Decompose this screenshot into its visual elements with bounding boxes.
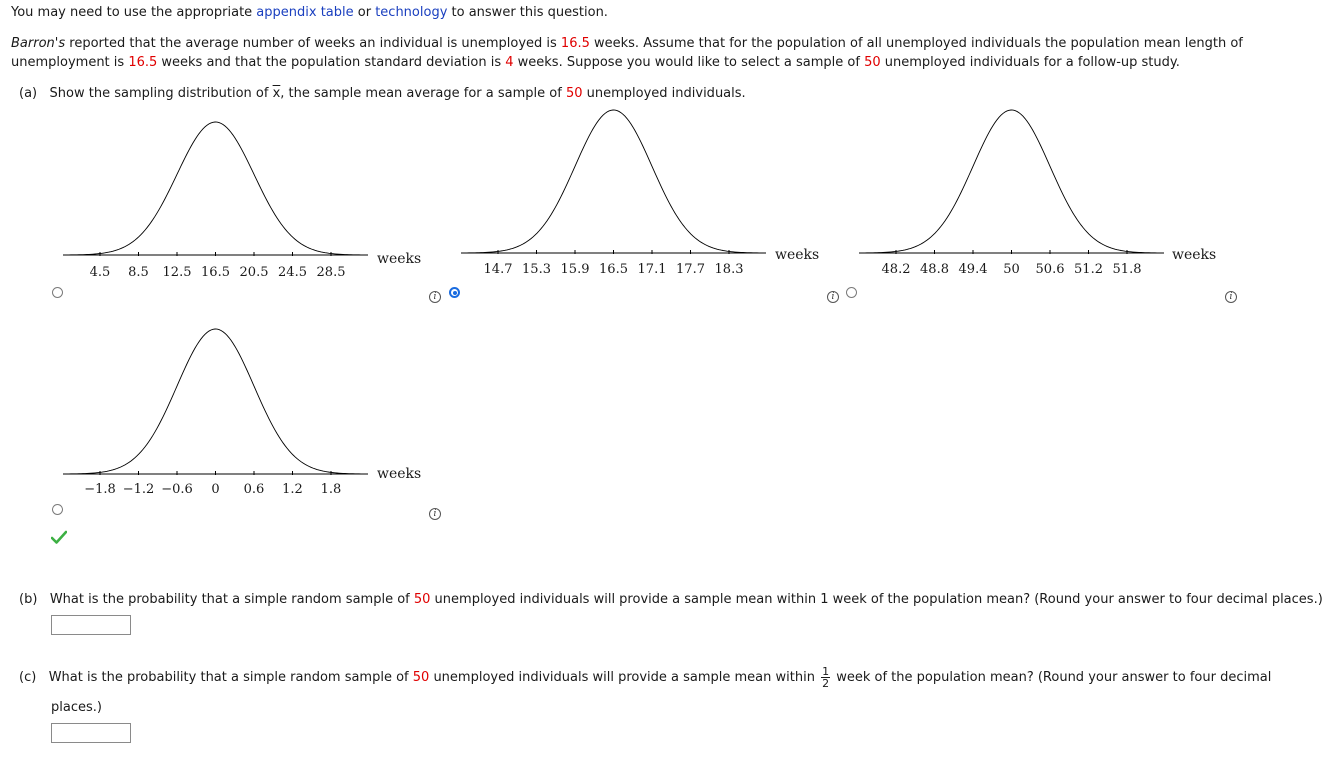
tick-label: 48.2 <box>881 262 911 277</box>
part-c-question-cont: places.) <box>51 700 102 715</box>
tick-label: −1.8 <box>84 482 116 497</box>
problem-line-2: unemployment is 16.5 weeks and that the … <box>11 55 1180 70</box>
tick-label: 15.3 <box>522 262 551 277</box>
normal-curve <box>460 109 766 254</box>
density-curve <box>858 109 1164 254</box>
tick-label: 49.4 <box>958 262 988 277</box>
unit-label: weeks <box>377 251 422 267</box>
given-n: 50 <box>864 55 881 70</box>
tick-label: 4.5 <box>89 265 111 280</box>
tick-label: 8.5 <box>128 265 149 280</box>
tick-label: 28.5 <box>316 265 346 280</box>
tick-label: 24.5 <box>278 265 307 280</box>
tick-label: 50 <box>1003 262 1020 277</box>
info-icon[interactable]: i <box>827 291 839 303</box>
appendix-table-link[interactable]: appendix table <box>256 5 354 20</box>
tick-label: 18.3 <box>714 262 744 277</box>
tick-label: 0 <box>211 482 220 497</box>
normal-curve <box>62 328 368 475</box>
info-icon[interactable]: i <box>429 508 441 520</box>
tick-label: 16.5 <box>599 262 628 277</box>
radio-option-3[interactable] <box>846 287 857 298</box>
tick-label: 1.8 <box>320 482 342 497</box>
unit-label: weeks <box>377 466 422 482</box>
unit-label: weeks <box>1172 247 1217 263</box>
radio-option-1[interactable] <box>52 287 63 298</box>
given-mean: 16.5 <box>560 36 590 51</box>
part-a-question: (a) Show the sampling distribution of x,… <box>19 86 746 101</box>
tick-label: 50.6 <box>1035 262 1065 277</box>
info-icon[interactable]: i <box>429 291 441 303</box>
tick-label: −1.2 <box>122 482 155 497</box>
tick-label: 0.6 <box>243 482 265 497</box>
tick-label: 17.1 <box>637 262 667 277</box>
info-icon[interactable]: i <box>1225 291 1237 303</box>
tick-label: 48.8 <box>920 262 949 277</box>
normal-curve <box>62 121 368 256</box>
normal-curve <box>858 109 1164 254</box>
density-curve <box>62 328 368 475</box>
part-c-question: (c) What is the probability that a simpl… <box>19 665 1272 690</box>
tick-label: 12.5 <box>162 265 192 280</box>
radio-option-2[interactable] <box>449 287 460 298</box>
problem-line-1: Barron's reported that the average numbe… <box>11 36 1243 51</box>
tick-label: 15.9 <box>560 262 590 277</box>
tick-label: 17.7 <box>676 262 705 277</box>
given-sd: 4 <box>505 55 514 70</box>
technology-link[interactable]: technology <box>375 5 448 20</box>
part-b-answer-input[interactable] <box>51 615 131 635</box>
tick-label: 1.2 <box>282 482 303 497</box>
unit-label: weeks <box>775 247 820 263</box>
radio-option-4[interactable] <box>52 504 63 515</box>
density-curve <box>460 109 766 254</box>
tick-label: 16.5 <box>201 265 230 280</box>
given-mean: 16.5 <box>128 55 158 70</box>
tick-label: 51.8 <box>1112 262 1142 277</box>
check-icon <box>51 530 67 544</box>
part-b-question: (b) What is the probability that a simpl… <box>19 592 1323 607</box>
tick-label: 20.5 <box>239 265 269 280</box>
tick-label: −0.6 <box>161 482 193 497</box>
tick-label: 14.7 <box>483 262 513 277</box>
density-curve <box>62 121 368 256</box>
tick-label: 51.2 <box>1074 262 1103 277</box>
part-c-answer-input[interactable] <box>51 723 131 743</box>
intro-text: You may need to use the appropriate appe… <box>11 5 608 20</box>
